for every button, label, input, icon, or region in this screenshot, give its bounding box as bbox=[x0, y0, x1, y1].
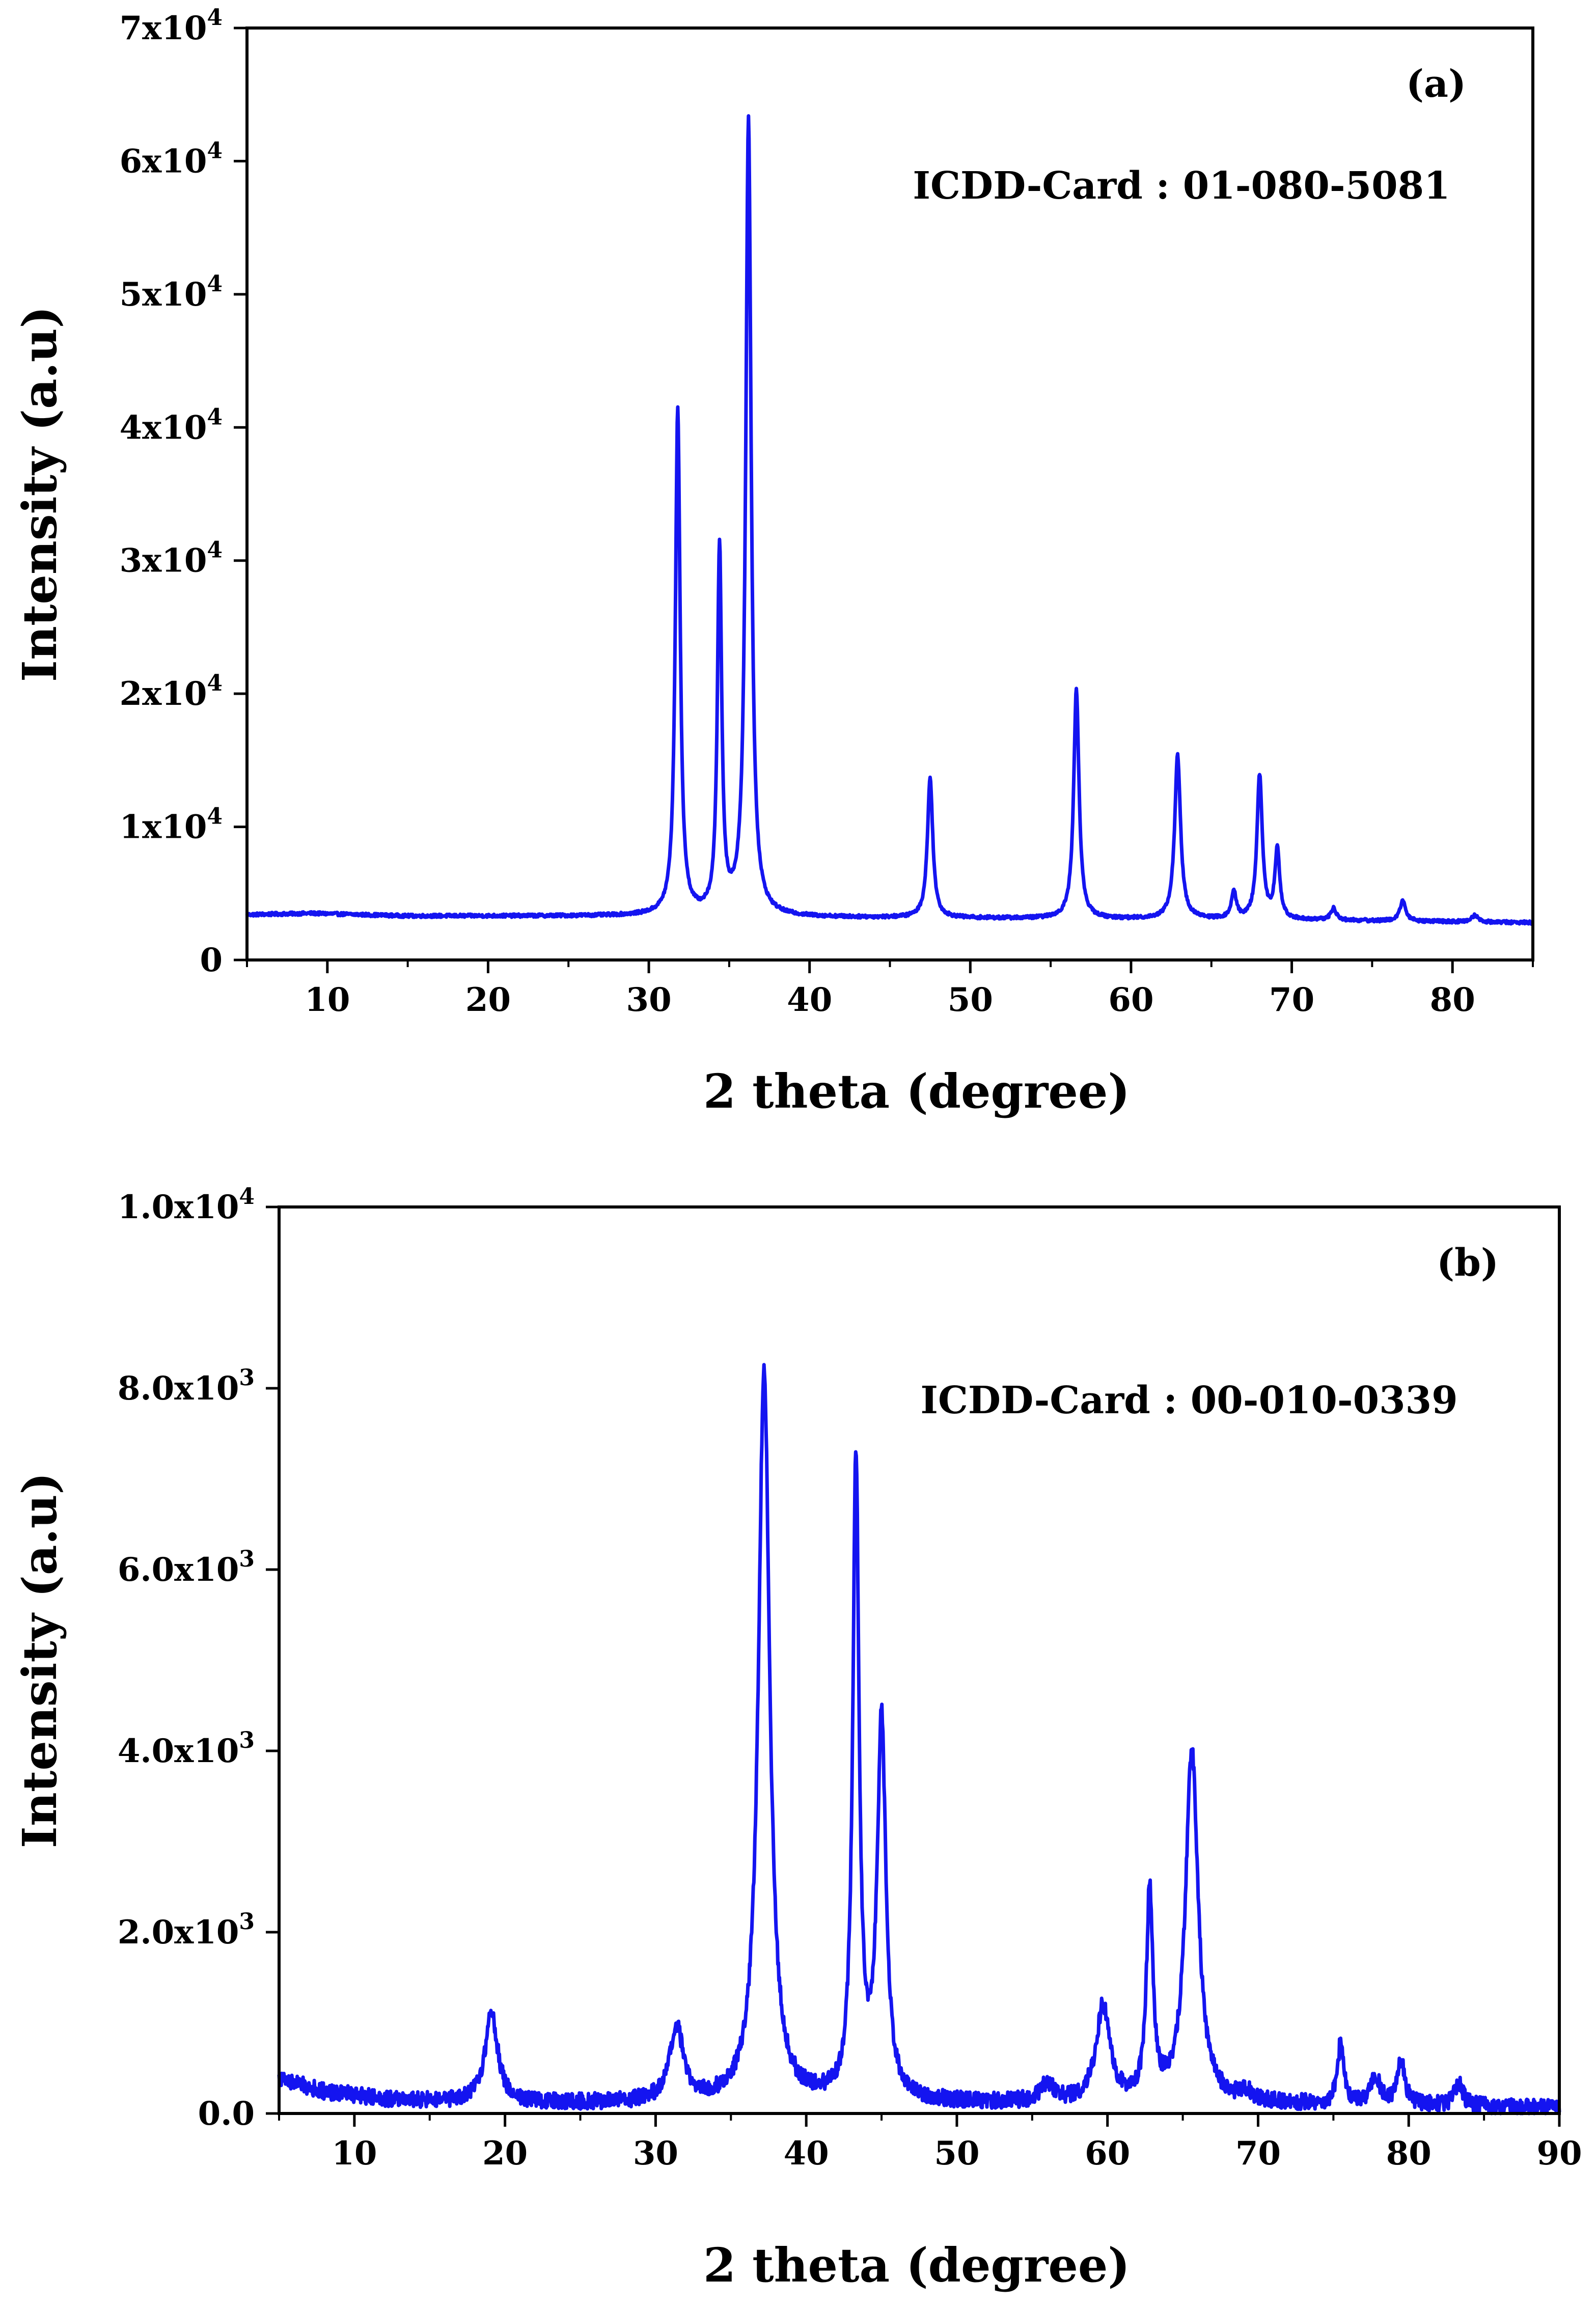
panel-b-y-tick-label: 2.0x103 bbox=[118, 1909, 255, 1952]
panel-b-x-tick-label: 10 bbox=[332, 2134, 377, 2173]
panel-a-y-tick-label: 5x104 bbox=[120, 271, 223, 314]
panel-a: 10 20 30 40 50 60 70 80 0 1x104 2x104 3x104 4x104 5x1… bbox=[12, 5, 1534, 1119]
panel-b-x-tick-label: 60 bbox=[1085, 2134, 1130, 2173]
panel-a-y-tick-label: 0 bbox=[200, 941, 223, 979]
panel-a-x-tick-label: 60 bbox=[1108, 981, 1153, 1019]
panel-b-x-tick-label: 90 bbox=[1536, 2134, 1582, 2173]
panel-b-x-axis-title: 2 theta (degree) bbox=[703, 2238, 1130, 2293]
panel-b-x-tick-label: 40 bbox=[784, 2134, 829, 2173]
panel-a-y-tick-label: 1x104 bbox=[120, 804, 223, 846]
panel-b-y-tick-label: 0.0 bbox=[198, 2095, 255, 2133]
panel-b-y-tick-label: 4.0x103 bbox=[118, 1727, 255, 1770]
panel-b-y-axis-title: Intensity (a.u) bbox=[12, 1472, 67, 1848]
panel-a-x-axis-title: 2 theta (degree) bbox=[703, 1064, 1130, 1119]
panel-a-x-tick-label: 20 bbox=[465, 981, 511, 1019]
panel-a-xrd-pattern-line bbox=[245, 114, 1534, 926]
panel-b-x-tick-label: 70 bbox=[1235, 2134, 1281, 2173]
panel-b: 10 20 30 40 50 60 70 80 90 0.0 2.0x103 4.0x103 6.0x1… bbox=[12, 1184, 1582, 2293]
panel-b-x-tick-label: 20 bbox=[482, 2134, 528, 2173]
panel-b-xrd-pattern-line bbox=[277, 1363, 1561, 2116]
panel-a-tick-labels: 10 20 30 40 50 60 70 80 0 1x104 2x104 3x104 4x104 5x1… bbox=[120, 5, 1475, 1019]
panel-a-y-tick-label: 7x104 bbox=[120, 5, 223, 47]
panel-a-icdd-card-annotation: ICDD-Card : 01-080-5081 bbox=[913, 164, 1450, 208]
panel-a-y-tick-label: 3x104 bbox=[120, 537, 223, 580]
panel-b-x-tick-label: 80 bbox=[1386, 2134, 1432, 2173]
panel-b-icdd-card-annotation: ICDD-Card : 00-010-0339 bbox=[920, 1379, 1457, 1422]
panel-a-x-tick-label: 10 bbox=[305, 981, 350, 1019]
panel-a-x-tick-label: 30 bbox=[626, 981, 672, 1019]
panel-b-y-tick-label: 1.0x104 bbox=[118, 1184, 255, 1226]
panel-b-x-tick-label: 50 bbox=[934, 2134, 979, 2173]
panel-b-plot-frame bbox=[278, 1205, 1561, 2115]
panel-a-x-tick-label: 40 bbox=[787, 981, 832, 1019]
panel-b-y-tick-label: 6.0x103 bbox=[118, 1546, 255, 1589]
panel-a-plot-frame bbox=[245, 26, 1534, 962]
panel-b-x-tick-label: 30 bbox=[633, 2134, 678, 2173]
panel-b-ticks bbox=[266, 1205, 1561, 2127]
panel-b-label: (b) bbox=[1437, 1241, 1499, 1285]
panel-a-y-tick-label: 6x104 bbox=[120, 138, 223, 180]
panel-a-label: (a) bbox=[1406, 62, 1466, 106]
panel-a-y-tick-label: 2x104 bbox=[120, 670, 223, 713]
panel-a-x-tick-label: 80 bbox=[1430, 981, 1475, 1019]
panel-a-x-tick-label: 70 bbox=[1269, 981, 1314, 1019]
panel-b-tick-labels: 10 20 30 40 50 60 70 80 90 0.0 2.0x103 4.0x103 6.0x1… bbox=[118, 1184, 1582, 2173]
panel-a-x-tick-label: 50 bbox=[948, 981, 993, 1019]
panel-a-y-tick-label: 4x104 bbox=[120, 404, 223, 447]
panel-a-y-axis-title: Intensity (a.u) bbox=[12, 306, 67, 682]
panel-b-y-tick-label: 8.0x103 bbox=[118, 1365, 255, 1408]
